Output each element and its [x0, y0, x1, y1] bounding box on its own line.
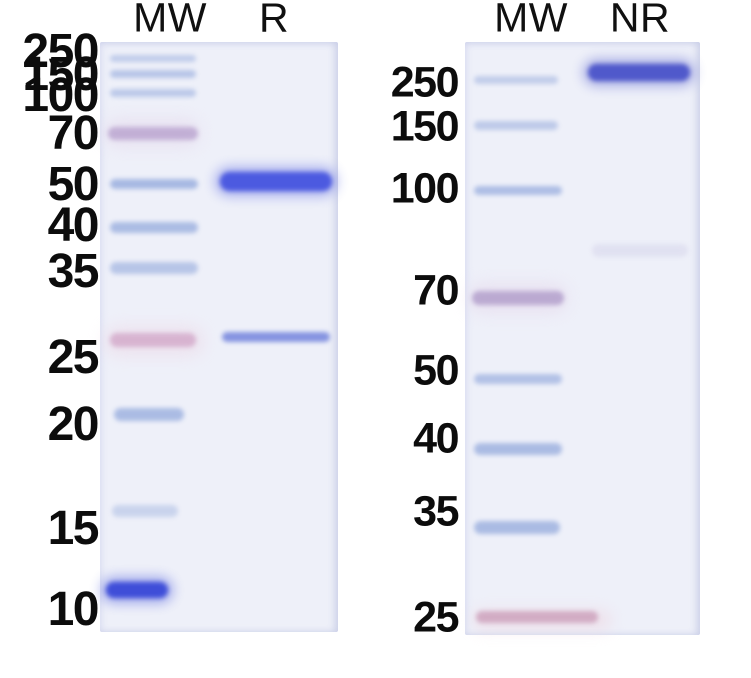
- ladder-band-reduced-100: [110, 89, 196, 97]
- mw-label-reduced-70: 70: [47, 107, 100, 160]
- mw-label-reduced-20: 20: [47, 398, 100, 451]
- sample-band-r-27kda: [222, 332, 330, 342]
- mw-label-reduced-35: 35: [47, 245, 100, 298]
- ladder-band-reduced-70: [108, 126, 198, 140]
- mw-label-reduced-10: 10: [47, 583, 100, 636]
- ladder-band-non-reduced-35: [474, 520, 560, 534]
- ladder-band-non-reduced-50: [474, 374, 562, 384]
- ladder-band-reduced-150: [110, 70, 196, 78]
- ladder-band-non-reduced-25: [476, 611, 598, 623]
- ladder-band-non-reduced-40: [474, 443, 562, 455]
- mw-label-reduced-250: 250: [22, 25, 99, 78]
- lane-header-non-reduced-mw: MW: [494, 0, 568, 41]
- mw-label-reduced-25: 25: [47, 331, 100, 384]
- mw-label-non-reduced-25: 25: [413, 593, 459, 642]
- ladder-band-reduced-35: [110, 262, 198, 274]
- ladder-band-non-reduced-70: [472, 291, 564, 305]
- mw-label-reduced-100: 100: [22, 69, 99, 122]
- mw-label-reduced-15: 15: [47, 502, 100, 555]
- mw-label-non-reduced-250: 250: [390, 58, 460, 107]
- ladder-band-non-reduced-150: [474, 120, 558, 130]
- ladder-band-reduced-50: [110, 179, 198, 189]
- lane-header-reduced-r: R: [258, 0, 290, 41]
- mw-label-non-reduced-35: 35: [413, 487, 459, 536]
- gel-non-reduced: [465, 42, 700, 635]
- mw-label-non-reduced-50: 50: [413, 346, 459, 395]
- mw-label-reduced-40: 40: [47, 199, 100, 252]
- mw-label-non-reduced-150: 150: [390, 102, 460, 151]
- sample-band-r-50kda: [220, 171, 332, 191]
- mw-label-reduced-150: 150: [22, 48, 99, 101]
- sample-band-nr-smearkda: [592, 243, 688, 257]
- ladder-band-reduced-20: [114, 407, 184, 421]
- ladder-band-reduced-250: [110, 54, 196, 62]
- ladder-band-reduced-25: [110, 333, 196, 347]
- ladder-band-reduced-10: [106, 582, 168, 598]
- lane-header-reduced-mw: MW: [133, 0, 207, 41]
- mw-label-non-reduced-70: 70: [413, 266, 459, 315]
- ladder-band-non-reduced-250: [474, 76, 558, 84]
- mw-label-reduced-50: 50: [47, 158, 100, 211]
- mw-label-non-reduced-40: 40: [413, 414, 459, 463]
- mw-label-non-reduced-100: 100: [390, 164, 460, 213]
- sample-band-nr-260kda: [588, 63, 690, 81]
- ladder-band-reduced-40: [110, 221, 198, 233]
- ladder-band-reduced-15: [112, 505, 178, 517]
- ladder-band-non-reduced-100: [474, 185, 562, 195]
- lane-header-non-reduced-nr: NR: [609, 0, 671, 41]
